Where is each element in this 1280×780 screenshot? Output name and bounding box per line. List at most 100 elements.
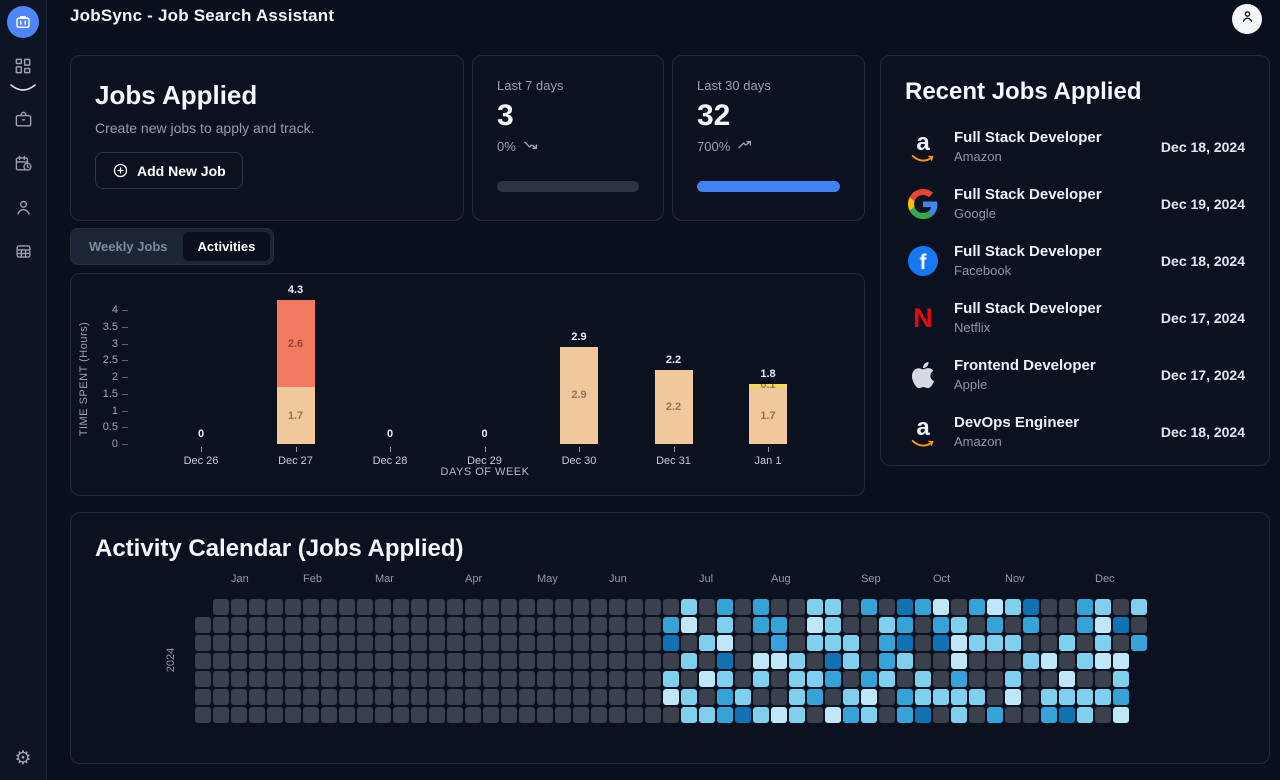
heatmap-day-cell [1095, 617, 1111, 633]
heatmap-month-label: Dec [1095, 573, 1115, 585]
heatmap-day-cell [879, 617, 895, 633]
heatmap-day-cell [771, 707, 787, 723]
heatmap-month-label: Jul [699, 573, 714, 585]
heatmap-year-label: 2024 [165, 647, 178, 673]
heatmap-day-cell [789, 617, 805, 633]
heatmap-day-cell [609, 671, 625, 687]
heatmap-day-cell [735, 689, 751, 705]
heatmap-day-cell [591, 671, 607, 687]
heatmap-day-cell [1059, 617, 1075, 633]
job-row[interactable]: Full Stack Developer Google Dec 19, 2024 [905, 175, 1245, 232]
calendar-clock-icon [14, 154, 33, 173]
heatmap-day-cell [429, 617, 445, 633]
heatmap-day-cell [519, 653, 535, 669]
job-row[interactable]: Frontend Developer Apple Dec 17, 2024 [905, 346, 1245, 403]
tab-weekly-jobs[interactable]: Weekly Jobs [74, 232, 183, 261]
job-title: Full Stack Developer [954, 243, 1102, 260]
heatmap-day-cell [1005, 617, 1021, 633]
x-axis-category-label: Dec 31 [656, 455, 691, 467]
heatmap-day-cell [699, 671, 715, 687]
sidebar-item-jobs[interactable] [7, 103, 39, 135]
heatmap-day-cell [573, 689, 589, 705]
heatmap-day-cell [411, 617, 427, 633]
bar-segment [560, 346, 598, 444]
heatmap-day-cell [411, 671, 427, 687]
heatmap-day-cell [321, 653, 337, 669]
job-company: Amazon [954, 434, 1002, 449]
heatmap-day-cell [1077, 635, 1093, 651]
heatmap-day-cell [357, 671, 373, 687]
heatmap-day-cell [285, 671, 301, 687]
job-row[interactable]: f Full Stack Developer Facebook Dec 18, 202… [905, 232, 1245, 289]
heatmap-day-cell [447, 617, 463, 633]
sidebar-item-profile[interactable] [7, 191, 39, 223]
heatmap-day-cell [267, 707, 283, 723]
heatmap-day-cell [249, 599, 265, 615]
heatmap-day-cell [897, 689, 913, 705]
heatmap-day-cell [699, 689, 715, 705]
heatmap-day-cell [267, 635, 283, 651]
job-row[interactable]: a Full Stack Developer Amazon Dec 18, 2024 [905, 118, 1245, 175]
plus-circle-icon [112, 162, 129, 179]
heatmap-day-cell [393, 653, 409, 669]
gear-icon[interactable]: ⚙ [14, 748, 32, 769]
google-logo [905, 188, 941, 219]
heatmap-day-cell [1059, 671, 1075, 687]
heatmap-day-cell [807, 653, 823, 669]
heatmap-day-cell [807, 707, 823, 723]
sidebar-item-applications[interactable] [7, 235, 39, 267]
heatmap-day-cell [627, 689, 643, 705]
heatmap-month-label: Mar [375, 573, 394, 585]
heatmap-day-cell [717, 707, 733, 723]
heatmap-month-label: Aug [771, 573, 791, 585]
add-new-job-button[interactable]: Add New Job [95, 152, 243, 189]
heatmap-day-cell [609, 617, 625, 633]
avatar[interactable] [1232, 4, 1262, 34]
job-title: DevOps Engineer [954, 414, 1080, 431]
sidebar-item-schedule[interactable] [7, 147, 39, 179]
heatmap-day-cell [969, 635, 985, 651]
heatmap-day-cell [1005, 599, 1021, 615]
heatmap-day-cell [1059, 635, 1075, 651]
heatmap-day-cell [591, 617, 607, 633]
job-row[interactable]: a DevOps Engineer Amazon Dec 18, 2024 [905, 403, 1245, 460]
heatmap-day-cell [267, 599, 283, 615]
heatmap-day-cell [339, 689, 355, 705]
heatmap-day-cell [825, 671, 841, 687]
x-axis-title: DAYS OF WEEK [440, 466, 530, 478]
heatmap-day-cell [1095, 599, 1111, 615]
tab-activities[interactable]: Activities [182, 232, 271, 261]
heatmap-day-cell [753, 653, 769, 669]
heatmap-day-cell [1041, 653, 1057, 669]
job-title: Frontend Developer [954, 357, 1096, 374]
trending-up-icon [737, 137, 753, 156]
heatmap-day-cell [1095, 635, 1111, 651]
job-date: Dec 18, 2024 [1160, 138, 1245, 155]
heatmap-day-cell [285, 707, 301, 723]
heatmap-day-cell [303, 653, 319, 669]
heatmap-day-cell [681, 671, 697, 687]
heatmap-day-cell [1041, 635, 1057, 651]
bar-total-label: 2.2 [665, 354, 682, 367]
heatmap-day-cell [789, 599, 805, 615]
heatmap-day-cell [447, 707, 463, 723]
stat-label: Last 7 days [497, 78, 564, 93]
heatmap-day-cell [825, 689, 841, 705]
recent-jobs-list: a Full Stack Developer Amazon Dec 18, 2024 F… [905, 118, 1245, 460]
heatmap-day-cell [1077, 689, 1093, 705]
heatmap-month-label: Feb [303, 573, 322, 585]
heatmap-day-cell [735, 707, 751, 723]
sidebar-item-home[interactable] [7, 6, 39, 38]
heatmap-day-cell [699, 653, 715, 669]
sidebar-item-dashboard[interactable] [7, 50, 39, 82]
heatmap-day-cell [933, 689, 949, 705]
heatmap-day-cell [987, 707, 1003, 723]
heatmap-day-cell [1059, 599, 1075, 615]
heatmap-day-cell [213, 707, 229, 723]
heatmap-day-cell [429, 707, 445, 723]
job-row[interactable]: N Full Stack Developer Netflix Dec 17, 2024 [905, 289, 1245, 346]
heatmap-day-cell [213, 653, 229, 669]
heatmap-day-cell [285, 653, 301, 669]
heatmap-month-label: May [537, 573, 558, 585]
heatmap-day-cell [519, 689, 535, 705]
